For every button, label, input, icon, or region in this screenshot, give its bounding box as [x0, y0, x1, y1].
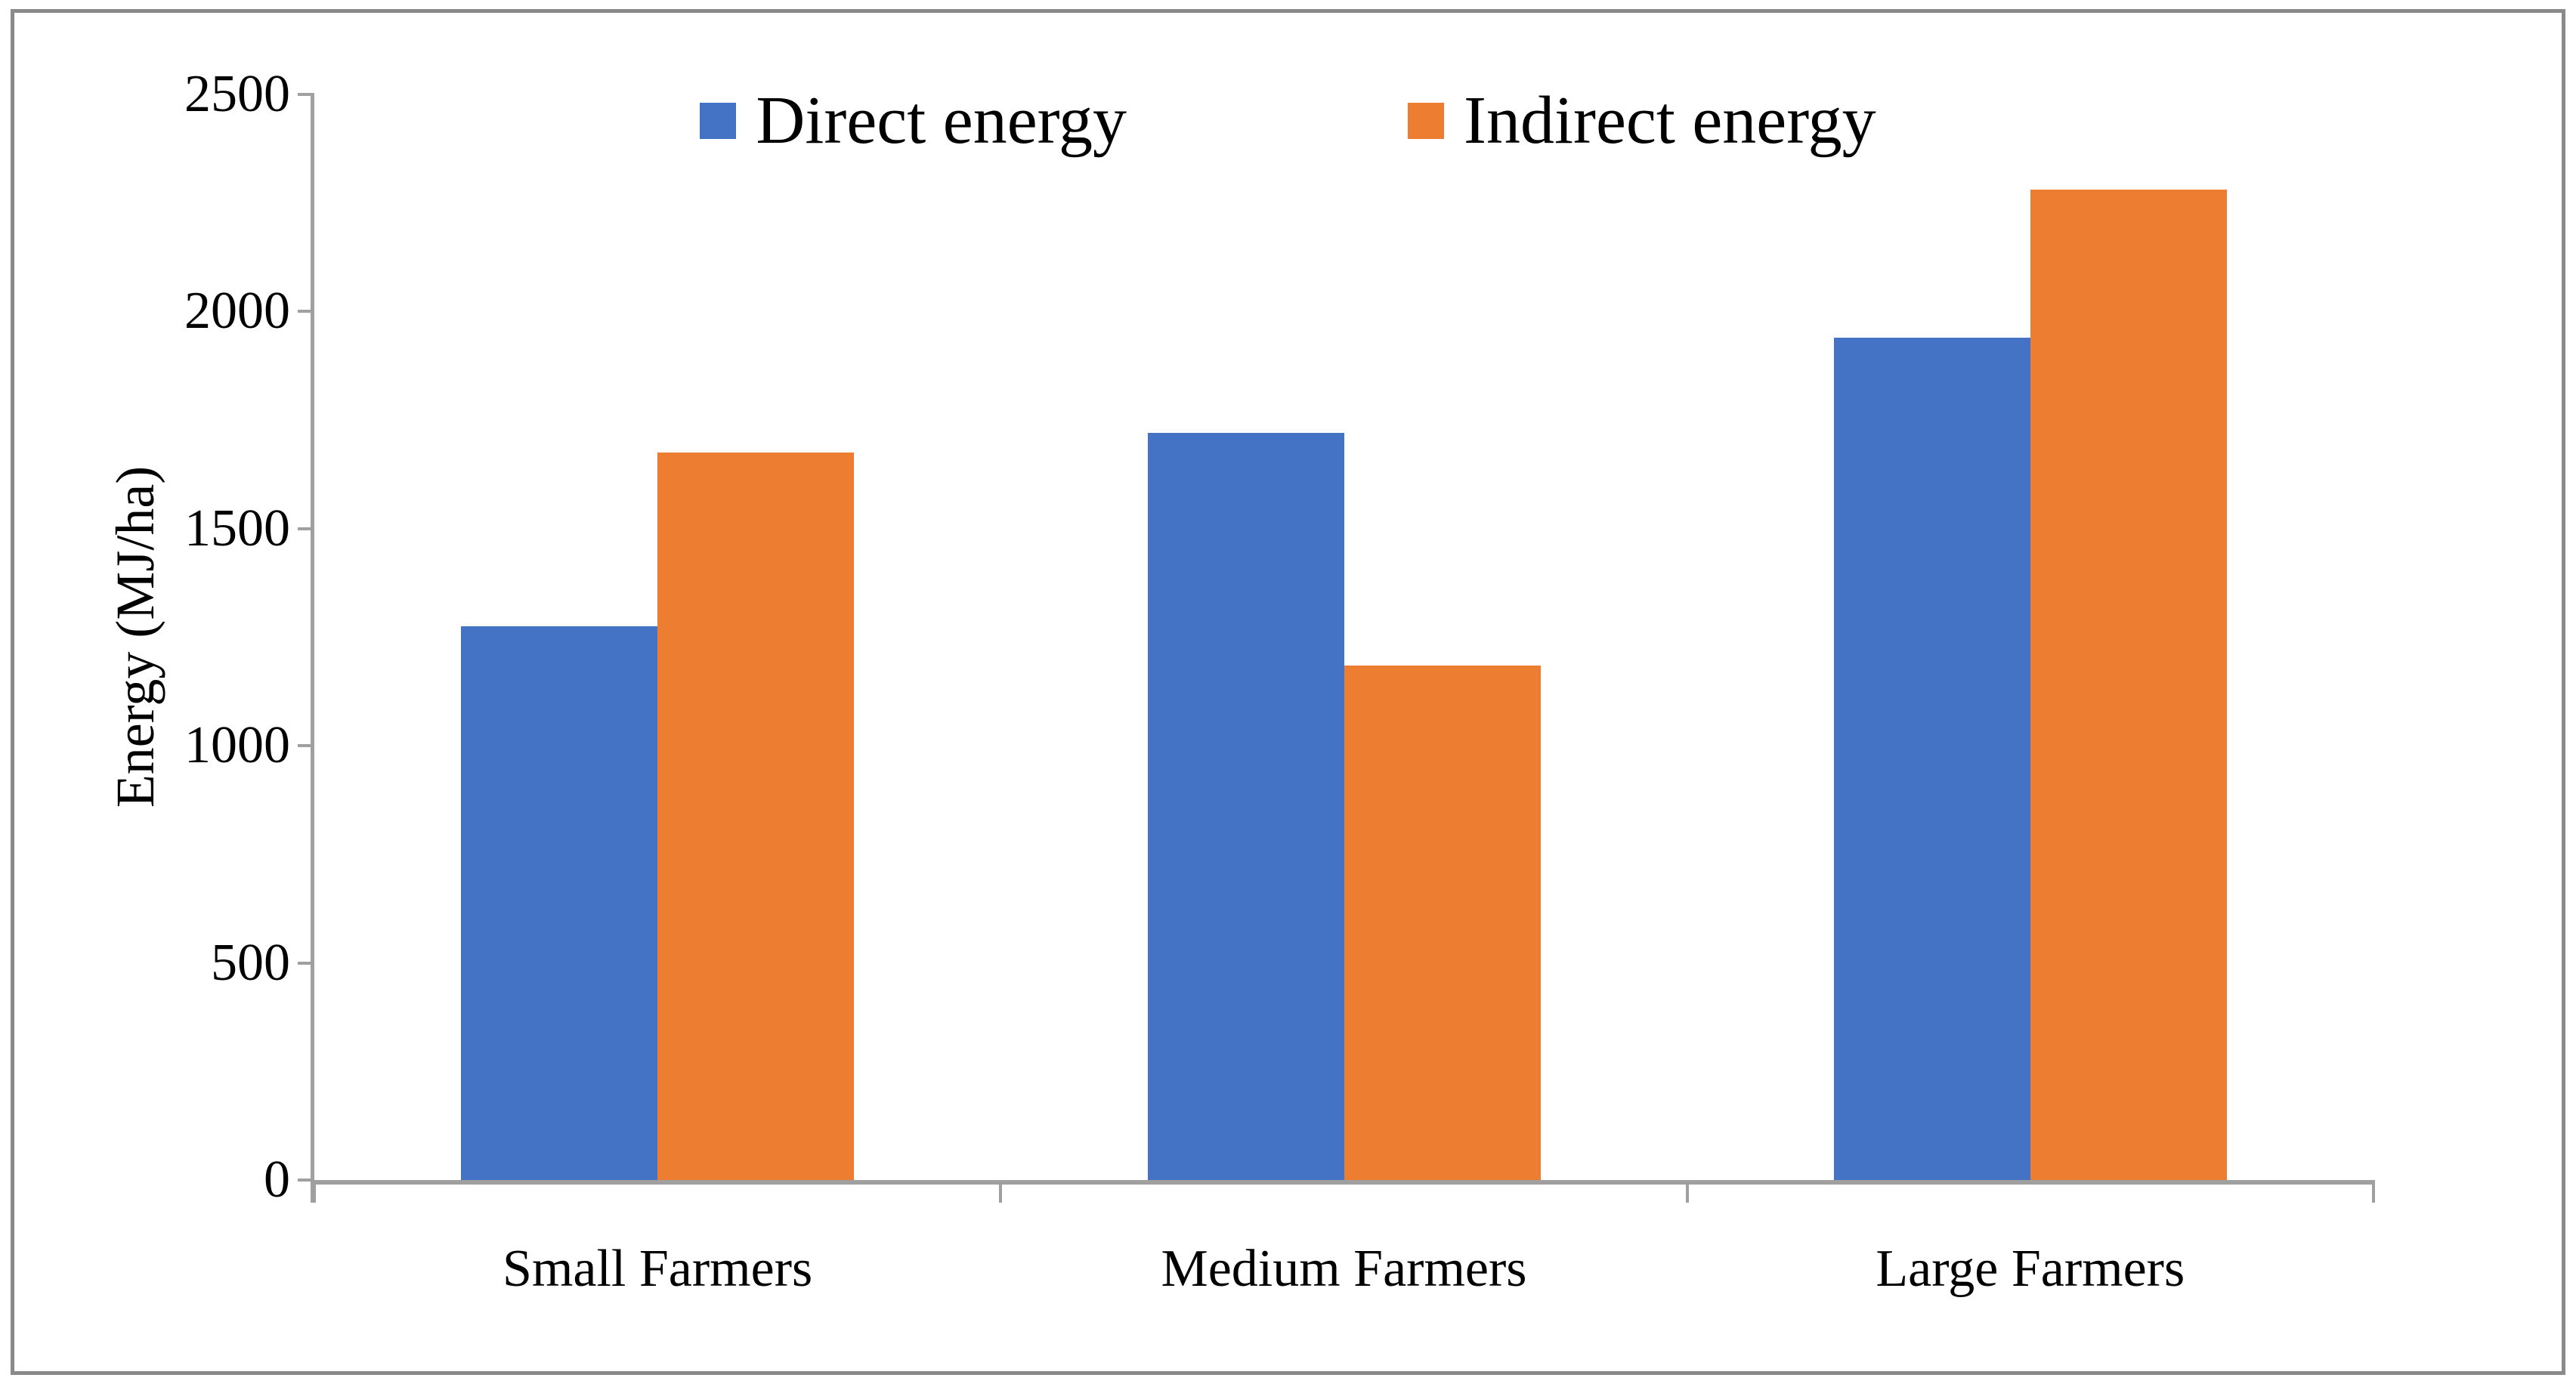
x-tick-mark — [2372, 1180, 2375, 1203]
bar-direct-energy-small-farmers — [461, 626, 658, 1182]
bar-indirect-energy-small-farmers — [657, 453, 855, 1182]
y-tick-mark — [298, 93, 314, 96]
legend-label-indirect-energy: Indirect energy — [1464, 83, 1876, 158]
y-tick-label: 0 — [264, 1151, 290, 1209]
legend-item-direct-energy: Direct energy — [700, 87, 1127, 155]
x-category-label: Medium Farmers — [1161, 1240, 1527, 1298]
x-tick-mark — [1685, 1180, 1689, 1203]
y-tick-label: 2000 — [184, 282, 290, 341]
y-tick-mark — [298, 1179, 314, 1182]
legend-item-indirect-energy: Indirect energy — [1408, 87, 1876, 155]
y-tick-label: 2500 — [184, 65, 290, 123]
x-category-label: Large Farmers — [1876, 1240, 2185, 1298]
y-axis-line — [311, 93, 314, 1203]
bar-indirect-energy-large-farmers — [2030, 190, 2227, 1182]
x-tick-mark — [999, 1180, 1003, 1203]
bar-indirect-energy-medium-farmers — [1344, 665, 1541, 1182]
legend: Direct energy Indirect energy — [14, 87, 2562, 155]
chart-frame: Direct energy Indirect energy Energy (MJ… — [11, 9, 2565, 1375]
y-tick-label: 1000 — [184, 716, 290, 775]
legend-label-direct-energy: Direct energy — [756, 83, 1127, 158]
bar-chart: Direct energy Indirect energy Energy (MJ… — [14, 13, 2562, 1371]
y-tick-label: 500 — [211, 933, 290, 992]
y-tick-mark — [298, 744, 314, 748]
bar-direct-energy-large-farmers — [1833, 337, 2030, 1182]
bar-direct-energy-medium-farmers — [1147, 433, 1344, 1182]
y-tick-mark — [298, 961, 314, 965]
y-tick-mark — [298, 527, 314, 530]
x-category-label: Small Farmers — [503, 1240, 813, 1298]
x-tick-mark — [313, 1180, 316, 1203]
legend-swatch-indirect-energy — [1408, 103, 1444, 139]
y-tick-mark — [298, 310, 314, 314]
legend-swatch-direct-energy — [700, 103, 737, 139]
y-tick-label: 1500 — [184, 499, 290, 558]
x-axis-line — [311, 1180, 2373, 1185]
